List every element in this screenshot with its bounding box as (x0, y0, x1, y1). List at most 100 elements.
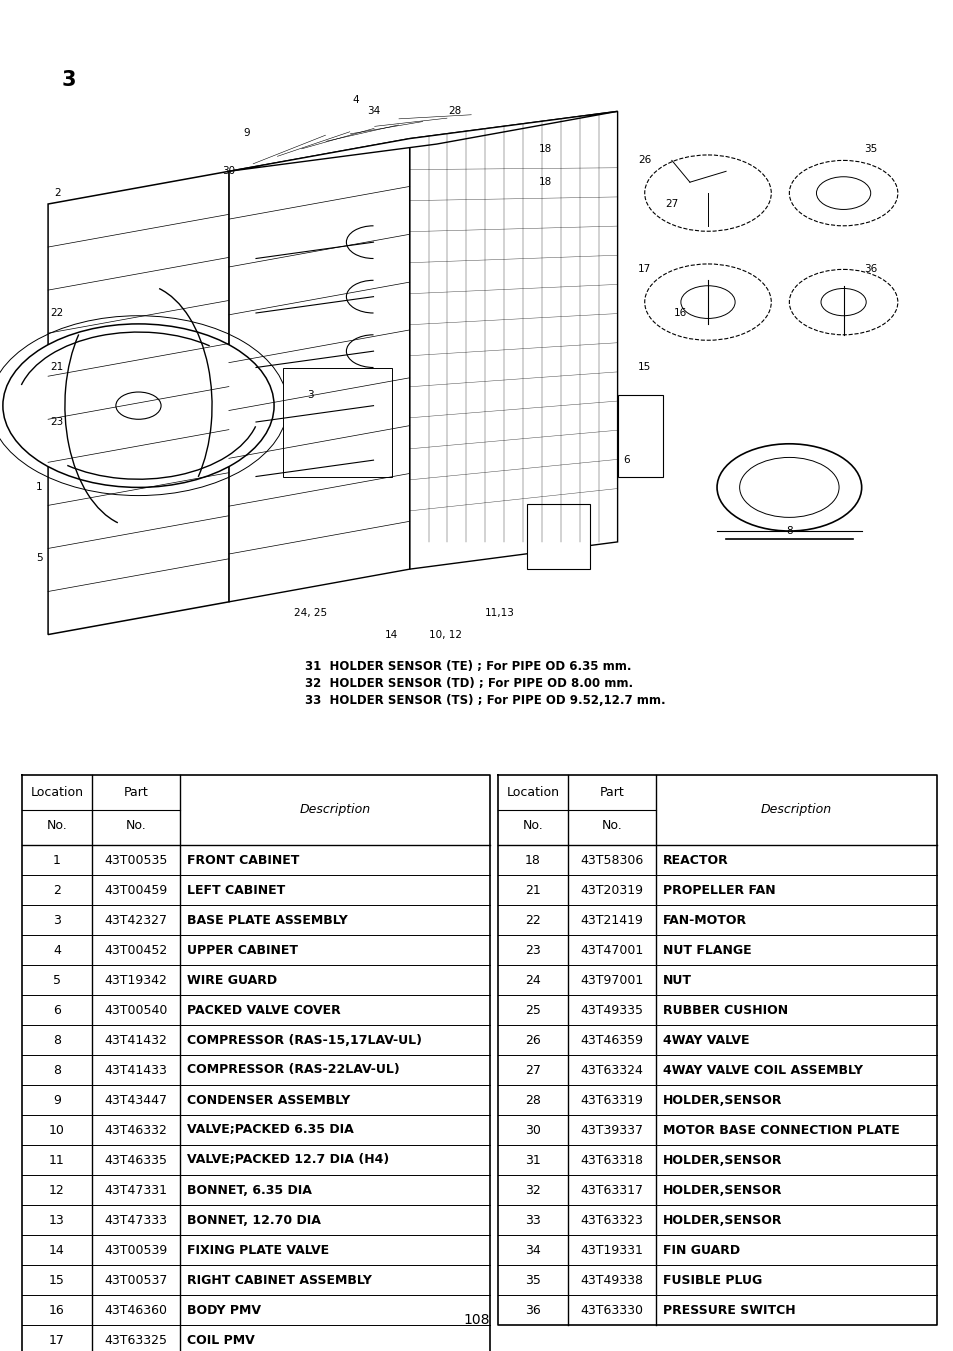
Text: 23: 23 (51, 417, 64, 427)
Text: 35: 35 (524, 1274, 540, 1286)
Text: 43T00535: 43T00535 (104, 854, 168, 866)
Text: FRONT CABINET: FRONT CABINET (187, 854, 299, 866)
Text: 36: 36 (524, 1304, 540, 1316)
Text: LEFT CABINET: LEFT CABINET (187, 884, 285, 897)
Text: 30: 30 (222, 166, 235, 176)
Text: 3: 3 (53, 913, 61, 927)
Bar (527, 504, 590, 569)
Text: 4WAY VALVE: 4WAY VALVE (662, 1034, 749, 1047)
Polygon shape (229, 111, 617, 172)
Text: CONDENSER ASSEMBLY: CONDENSER ASSEMBLY (187, 1093, 350, 1106)
Text: 43T49335: 43T49335 (579, 1004, 643, 1016)
Text: FIN GUARD: FIN GUARD (662, 1243, 740, 1256)
Text: 14: 14 (49, 1243, 65, 1256)
Text: 43T63319: 43T63319 (580, 1093, 642, 1106)
Text: 11,13: 11,13 (485, 608, 515, 617)
Text: 18: 18 (538, 145, 552, 154)
Text: 24: 24 (524, 974, 540, 986)
Text: 32  HOLDER SENSOR (TD) ; For PIPE OD 8.00 mm.: 32 HOLDER SENSOR (TD) ; For PIPE OD 8.00… (305, 677, 633, 690)
Text: 43T46359: 43T46359 (579, 1034, 643, 1047)
Text: 26: 26 (638, 155, 651, 165)
Text: 33: 33 (524, 1213, 540, 1227)
Text: MOTOR BASE CONNECTION PLATE: MOTOR BASE CONNECTION PLATE (662, 1124, 899, 1136)
Text: 28: 28 (524, 1093, 540, 1106)
Text: 43T63324: 43T63324 (580, 1063, 642, 1077)
Text: 27: 27 (664, 199, 678, 209)
Text: 25: 25 (524, 1004, 540, 1016)
Ellipse shape (680, 286, 735, 319)
Text: PRESSURE SWITCH: PRESSURE SWITCH (662, 1304, 795, 1316)
Text: 8: 8 (785, 526, 792, 536)
Text: Description: Description (299, 804, 370, 816)
Text: 43T00537: 43T00537 (104, 1274, 168, 1286)
Text: 43T63325: 43T63325 (105, 1333, 168, 1347)
Text: 17: 17 (638, 265, 651, 274)
Text: 108: 108 (463, 1313, 490, 1327)
Bar (617, 394, 662, 477)
Ellipse shape (115, 392, 161, 419)
Text: 43T43447: 43T43447 (105, 1093, 168, 1106)
Text: Description: Description (760, 804, 831, 816)
Text: 4WAY VALVE COIL ASSEMBLY: 4WAY VALVE COIL ASSEMBLY (662, 1063, 862, 1077)
Text: Part: Part (124, 786, 149, 798)
Text: 43T21419: 43T21419 (580, 913, 642, 927)
Text: 6: 6 (53, 1004, 61, 1016)
Text: 34: 34 (524, 1243, 540, 1256)
Text: 43T47333: 43T47333 (105, 1213, 168, 1227)
Polygon shape (229, 139, 409, 601)
Text: 33  HOLDER SENSOR (TS) ; For PIPE OD 9.52,12.7 mm.: 33 HOLDER SENSOR (TS) ; For PIPE OD 9.52… (305, 694, 665, 707)
Text: 16: 16 (49, 1304, 65, 1316)
Bar (283, 367, 391, 477)
Text: 43T19342: 43T19342 (105, 974, 168, 986)
Text: No.: No. (126, 819, 146, 832)
Text: 43T63317: 43T63317 (579, 1183, 643, 1197)
Text: 36: 36 (863, 265, 877, 274)
Text: 2: 2 (53, 884, 61, 897)
Text: No.: No. (522, 819, 543, 832)
Text: 27: 27 (524, 1063, 540, 1077)
Text: 2: 2 (53, 188, 60, 199)
Text: NUT: NUT (662, 974, 691, 986)
Text: 8: 8 (53, 1063, 61, 1077)
Text: 15: 15 (49, 1274, 65, 1286)
Text: HOLDER,SENSOR: HOLDER,SENSOR (662, 1183, 781, 1197)
Text: 43T46335: 43T46335 (105, 1154, 168, 1166)
Text: 43T63330: 43T63330 (579, 1304, 643, 1316)
Text: 32: 32 (524, 1183, 540, 1197)
Text: 31  HOLDER SENSOR (TE) ; For PIPE OD 6.35 mm.: 31 HOLDER SENSOR (TE) ; For PIPE OD 6.35… (305, 661, 631, 673)
Text: 21: 21 (51, 362, 64, 373)
Text: 30: 30 (524, 1124, 540, 1136)
Text: 10: 10 (49, 1124, 65, 1136)
Text: HOLDER,SENSOR: HOLDER,SENSOR (662, 1213, 781, 1227)
Text: 26: 26 (524, 1034, 540, 1047)
Text: 35: 35 (863, 145, 877, 154)
Text: UPPER CABINET: UPPER CABINET (187, 943, 297, 957)
Ellipse shape (788, 269, 897, 335)
Text: 3: 3 (307, 389, 314, 400)
Text: 43T41433: 43T41433 (105, 1063, 168, 1077)
Polygon shape (48, 172, 229, 635)
Text: 15: 15 (638, 362, 651, 373)
Text: 28: 28 (448, 107, 461, 116)
Ellipse shape (821, 289, 865, 316)
Text: VALVE;PACKED 12.7 DIA (H4): VALVE;PACKED 12.7 DIA (H4) (187, 1154, 389, 1166)
Ellipse shape (644, 155, 770, 231)
Ellipse shape (644, 263, 770, 340)
Text: 22: 22 (524, 913, 540, 927)
Text: 4: 4 (53, 943, 61, 957)
Text: 43T00452: 43T00452 (104, 943, 168, 957)
Text: Location: Location (506, 786, 558, 798)
Text: 3: 3 (62, 70, 76, 91)
Text: 43T42327: 43T42327 (105, 913, 168, 927)
Text: Part: Part (599, 786, 623, 798)
Text: 43T00539: 43T00539 (104, 1243, 168, 1256)
Text: 43T19331: 43T19331 (580, 1243, 642, 1256)
Text: COMPRESSOR (RAS-22LAV-UL): COMPRESSOR (RAS-22LAV-UL) (187, 1063, 399, 1077)
Text: HOLDER,SENSOR: HOLDER,SENSOR (662, 1093, 781, 1106)
Text: No.: No. (601, 819, 621, 832)
Text: 43T58306: 43T58306 (579, 854, 643, 866)
Text: 8: 8 (53, 1034, 61, 1047)
Ellipse shape (717, 443, 861, 531)
Text: RUBBER CUSHION: RUBBER CUSHION (662, 1004, 787, 1016)
Text: 43T00540: 43T00540 (104, 1004, 168, 1016)
